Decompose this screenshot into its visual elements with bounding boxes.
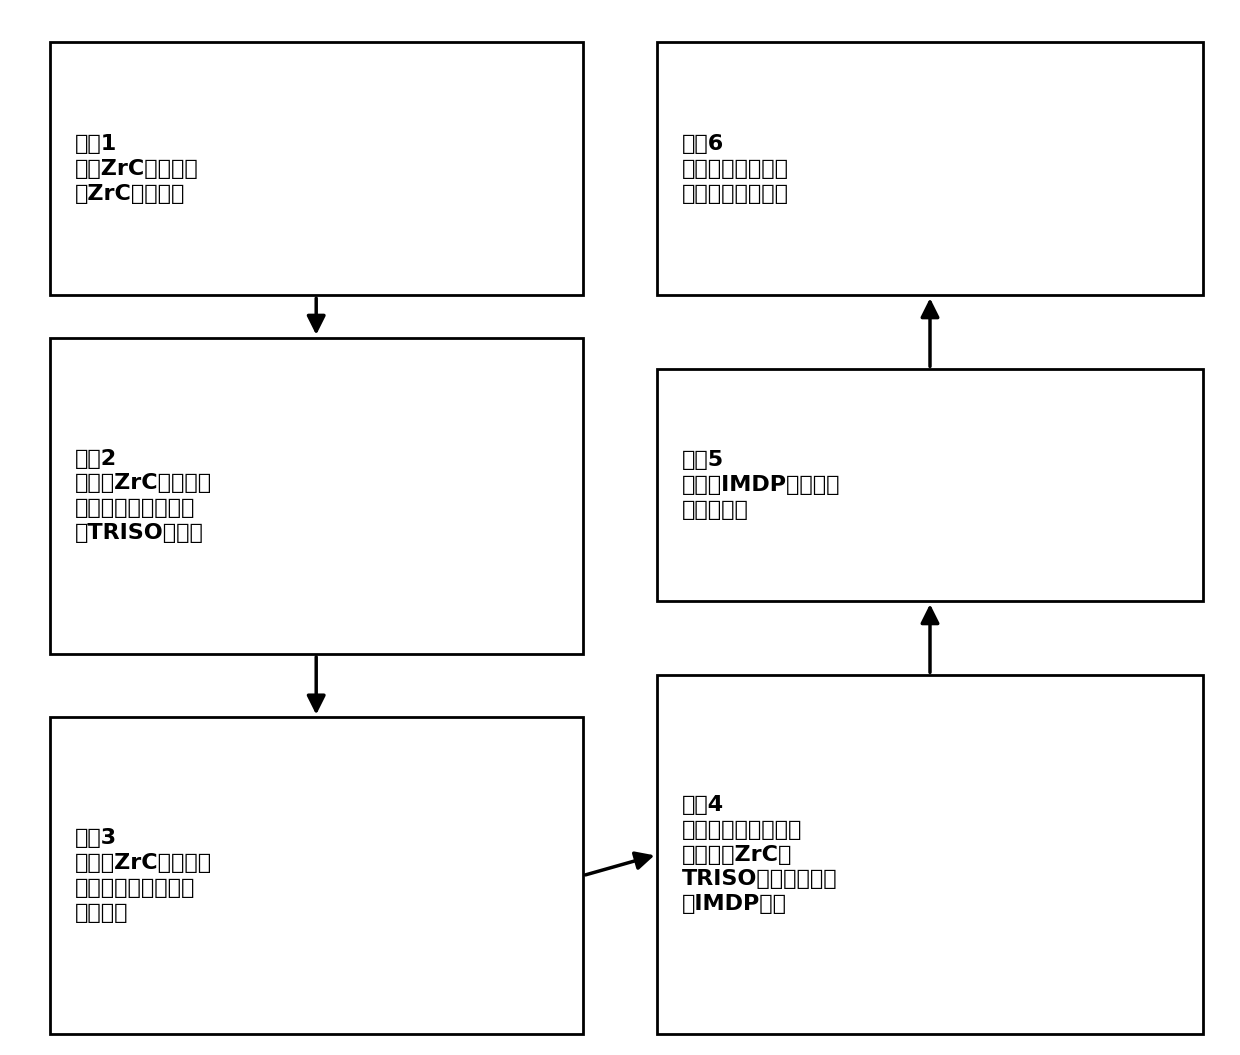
FancyBboxPatch shape [50, 42, 583, 295]
FancyBboxPatch shape [657, 369, 1203, 601]
Text: 步骤4
将所述无燃料区素坯
与包覆了ZrC的
TRISO颗粒复合压制
成IMDP素坯: 步骤4 将所述无燃料区素坯 与包覆了ZrC的 TRISO颗粒复合压制 成IMDP… [682, 795, 838, 914]
FancyBboxPatch shape [50, 338, 583, 654]
Text: 步骤1
制备ZrC混合浆料
和ZrC混合粉末: 步骤1 制备ZrC混合浆料 和ZrC混合粉末 [74, 134, 198, 204]
Text: 步骤6
将烧结坯机加成最
终尺寸的芯块燃料: 步骤6 将烧结坯机加成最 终尺寸的芯块燃料 [682, 134, 789, 204]
Text: 步骤2
将所述ZrC混合浆料
通过喷雾沉积法包覆
在TRISO颗粒上: 步骤2 将所述ZrC混合浆料 通过喷雾沉积法包覆 在TRISO颗粒上 [74, 448, 212, 543]
FancyBboxPatch shape [657, 675, 1203, 1034]
Text: 步骤5
将所述IMDP素坯于真
空炉中烧结: 步骤5 将所述IMDP素坯于真 空炉中烧结 [682, 450, 841, 520]
FancyBboxPatch shape [50, 717, 583, 1034]
FancyBboxPatch shape [657, 42, 1203, 295]
Text: 步骤3
将所述ZrC混合粉末
模压成形即得到无燃
料区素坯: 步骤3 将所述ZrC混合粉末 模压成形即得到无燃 料区素坯 [74, 828, 212, 923]
